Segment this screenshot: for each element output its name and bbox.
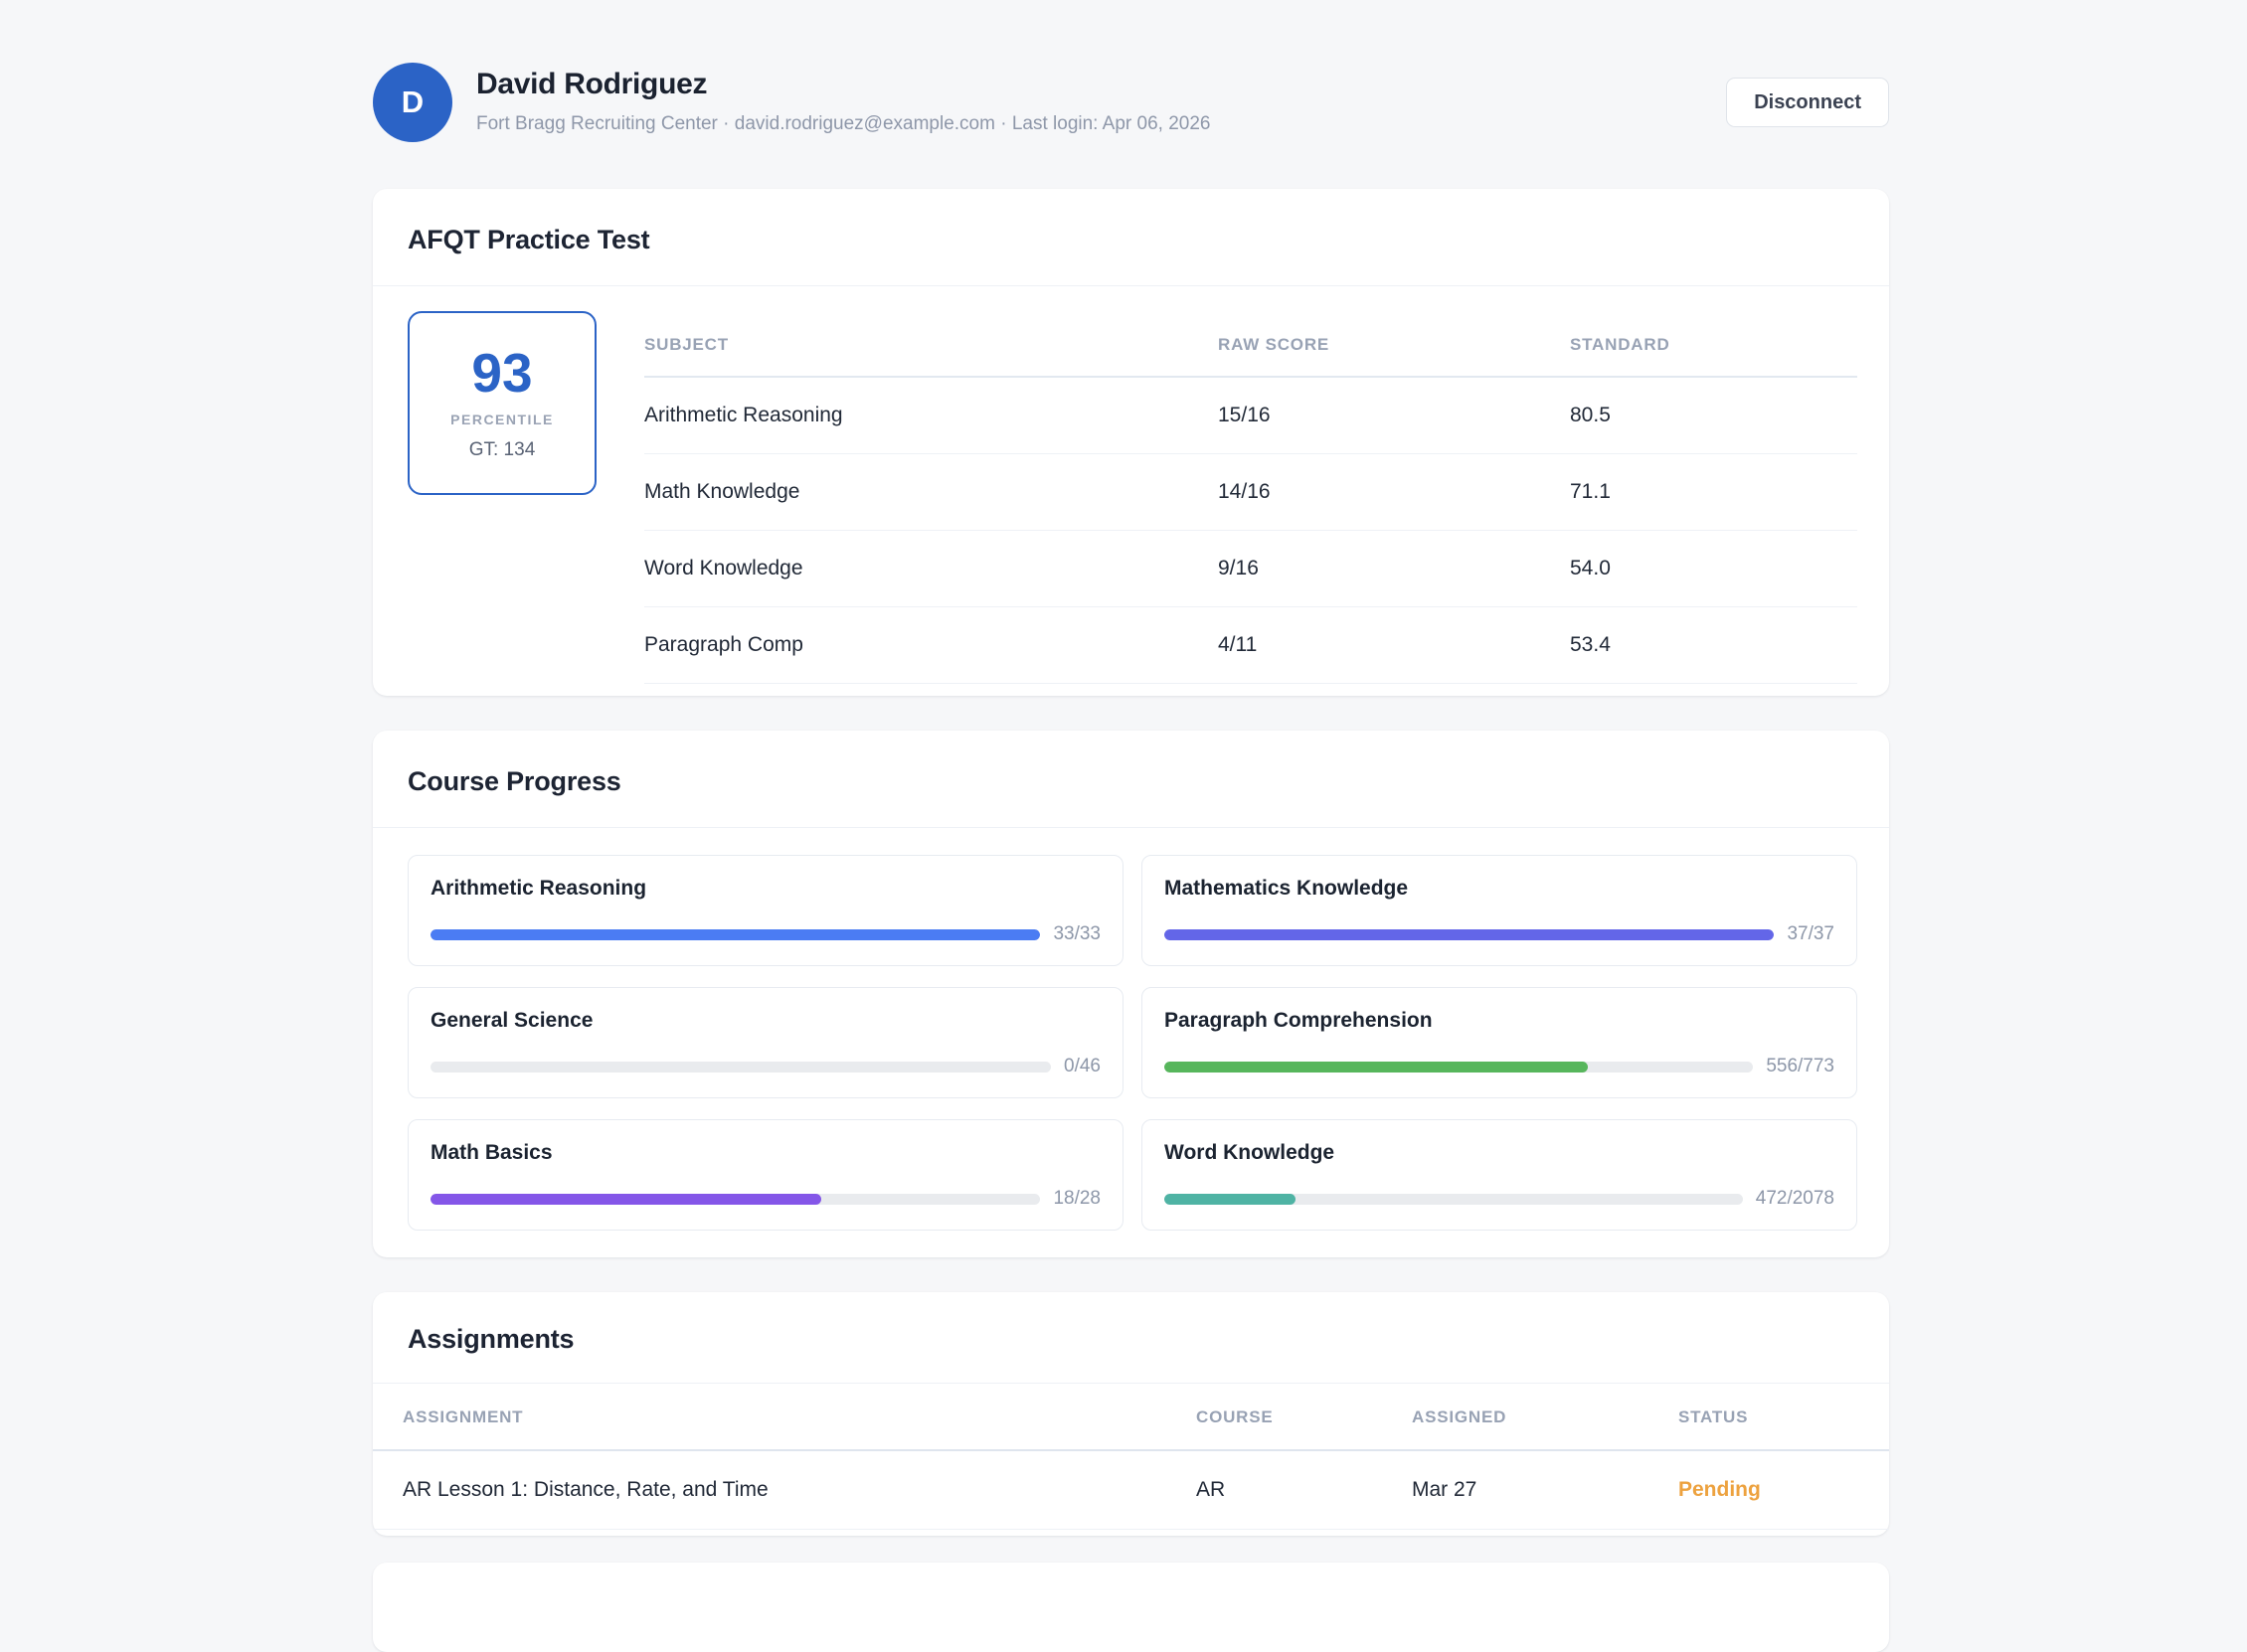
column-header-standard: STANDARD: [1570, 311, 1857, 378]
course-progress-header: Course Progress: [373, 731, 1889, 828]
progress-bar-row: 18/28: [431, 1188, 1101, 1210]
gt-score: GT: 134: [468, 438, 536, 460]
progress-bar-fill: [1164, 1193, 1296, 1205]
column-header-assignment: ASSIGNMENT: [373, 1384, 1196, 1451]
next-card-partial: [373, 1563, 1889, 1652]
raw-score-cell: 15/16: [1218, 377, 1570, 454]
assignments-card: Assignments ASSIGNMENT COURSE ASSIGNED S…: [373, 1292, 1889, 1536]
progress-bar-row: 472/2078: [1164, 1188, 1834, 1210]
progress-bar-track: [1164, 1193, 1743, 1205]
assignment-name-cell: AR Lesson 1: Distance, Rate, and Time: [373, 1450, 1196, 1530]
subject-cell: Arithmetic Reasoning: [644, 377, 1218, 454]
table-row: Paragraph Comp 4/11 53.4: [644, 606, 1857, 684]
page-container: D David Rodriguez Fort Bragg Recruiting …: [373, 0, 1889, 1652]
subject-cell: Math Knowledge: [644, 453, 1218, 531]
afqt-table-header-row: SUBJECT RAW SCORE STANDARD: [644, 311, 1857, 378]
course-progress-card: Course Progress Arithmetic Reasoning 33/…: [373, 731, 1889, 1257]
standard-score-cell: 54.0: [1570, 530, 1857, 607]
assignments-card-header: Assignments: [373, 1292, 1889, 1384]
subject-cell: Word Knowledge: [644, 530, 1218, 607]
progress-value: 556/773: [1766, 1056, 1834, 1076]
assignments-table-header-row: ASSIGNMENT COURSE ASSIGNED STATUS: [373, 1384, 1889, 1451]
assignments-table: ASSIGNMENT COURSE ASSIGNED STATUS AR Les…: [373, 1384, 1889, 1530]
percentile-value: 93: [471, 341, 533, 404]
subject-cell: Paragraph Comp: [644, 606, 1218, 684]
column-header-status: STATUS: [1678, 1384, 1889, 1451]
progress-value: 472/2078: [1755, 1188, 1834, 1209]
column-header-course: COURSE: [1196, 1384, 1412, 1451]
progress-bar-track: [431, 1193, 1041, 1205]
course-card-word-knowledge: Word Knowledge 472/2078: [1141, 1119, 1857, 1231]
course-progress-title: Course Progress: [408, 766, 621, 796]
progress-bar-track: [1164, 928, 1775, 940]
afqt-scores-table: SUBJECT RAW SCORE STANDARD Arithmetic Re…: [644, 311, 1857, 684]
course-name: Mathematics Knowledge: [1164, 877, 1409, 900]
course-card-math-basics: Math Basics 18/28: [408, 1119, 1124, 1231]
course-name: Word Knowledge: [1164, 1141, 1335, 1164]
table-row: Arithmetic Reasoning 15/16 80.5: [644, 377, 1857, 454]
afqt-card-header: AFQT Practice Test: [373, 189, 1889, 286]
table-row: Math Knowledge 14/16 71.1: [644, 453, 1857, 531]
column-header-subject: SUBJECT: [644, 311, 1218, 378]
table-row: AR Lesson 1: Distance, Rate, and Time AR…: [373, 1450, 1889, 1530]
table-row: Word Knowledge 9/16 54.0: [644, 530, 1857, 607]
profile-name: David Rodriguez: [476, 68, 708, 100]
afqt-card: AFQT Practice Test 93 PERCENTILE GT: 134…: [373, 189, 1889, 696]
progress-value: 33/33: [1053, 923, 1101, 944]
raw-score-cell: 9/16: [1218, 530, 1570, 607]
progress-bar-fill: [1164, 1061, 1589, 1073]
progress-bar-track: [431, 928, 1041, 940]
progress-value: 0/46: [1064, 1056, 1101, 1076]
percentile-score-box: 93 PERCENTILE GT: 134: [408, 311, 597, 495]
profile-meta: Fort Bragg Recruiting Center · david.rod…: [476, 113, 1211, 134]
progress-value: 18/28: [1053, 1188, 1101, 1209]
disconnect-button[interactable]: Disconnect: [1726, 78, 1889, 127]
course-cell: AR: [1196, 1450, 1412, 1530]
progress-bar-fill: [431, 928, 1041, 940]
progress-bar-row: 37/37: [1164, 923, 1834, 945]
raw-score-cell: 4/11: [1218, 606, 1570, 684]
avatar-initial: D: [401, 84, 425, 119]
course-card-arithmetic-reasoning: Arithmetic Reasoning 33/33: [408, 855, 1124, 966]
status-badge: Pending: [1678, 1450, 1889, 1530]
profile-header: D David Rodriguez Fort Bragg Recruiting …: [373, 0, 1889, 142]
course-card-paragraph-comprehension: Paragraph Comprehension 556/773: [1141, 987, 1857, 1098]
profile-header-text: David Rodriguez Fort Bragg Recruiting Ce…: [476, 63, 1211, 135]
course-card-general-science: General Science 0/46: [408, 987, 1124, 1098]
progress-bar-row: 33/33: [431, 923, 1101, 945]
afqt-card-body: 93 PERCENTILE GT: 134 SUBJECT RAW SCORE …: [373, 286, 1889, 684]
standard-score-cell: 80.5: [1570, 377, 1857, 454]
course-progress-grid: Arithmetic Reasoning 33/33 Mathematics K…: [373, 828, 1889, 1259]
course-name: Paragraph Comprehension: [1164, 1009, 1433, 1032]
progress-bar-fill: [431, 1193, 821, 1205]
standard-score-cell: 71.1: [1570, 453, 1857, 531]
assignments-card-title: Assignments: [408, 1324, 575, 1354]
progress-value: 37/37: [1787, 923, 1834, 944]
column-header-raw-score: RAW SCORE: [1218, 311, 1570, 378]
course-card-mathematics-knowledge: Mathematics Knowledge 37/37: [1141, 855, 1857, 966]
progress-bar-row: 556/773: [1164, 1056, 1834, 1077]
afqt-card-title: AFQT Practice Test: [408, 225, 650, 254]
progress-bar-fill: [1164, 928, 1775, 940]
raw-score-cell: 14/16: [1218, 453, 1570, 531]
progress-bar-track: [431, 1061, 1052, 1073]
avatar: D: [373, 63, 452, 142]
progress-bar-row: 0/46: [431, 1056, 1101, 1077]
course-name: General Science: [431, 1009, 594, 1032]
assigned-date-cell: Mar 27: [1412, 1450, 1678, 1530]
column-header-assigned: ASSIGNED: [1412, 1384, 1678, 1451]
progress-bar-track: [1164, 1061, 1754, 1073]
course-name: Arithmetic Reasoning: [431, 877, 647, 900]
course-name: Math Basics: [431, 1141, 553, 1164]
standard-score-cell: 53.4: [1570, 606, 1857, 684]
percentile-label: PERCENTILE: [450, 411, 554, 427]
